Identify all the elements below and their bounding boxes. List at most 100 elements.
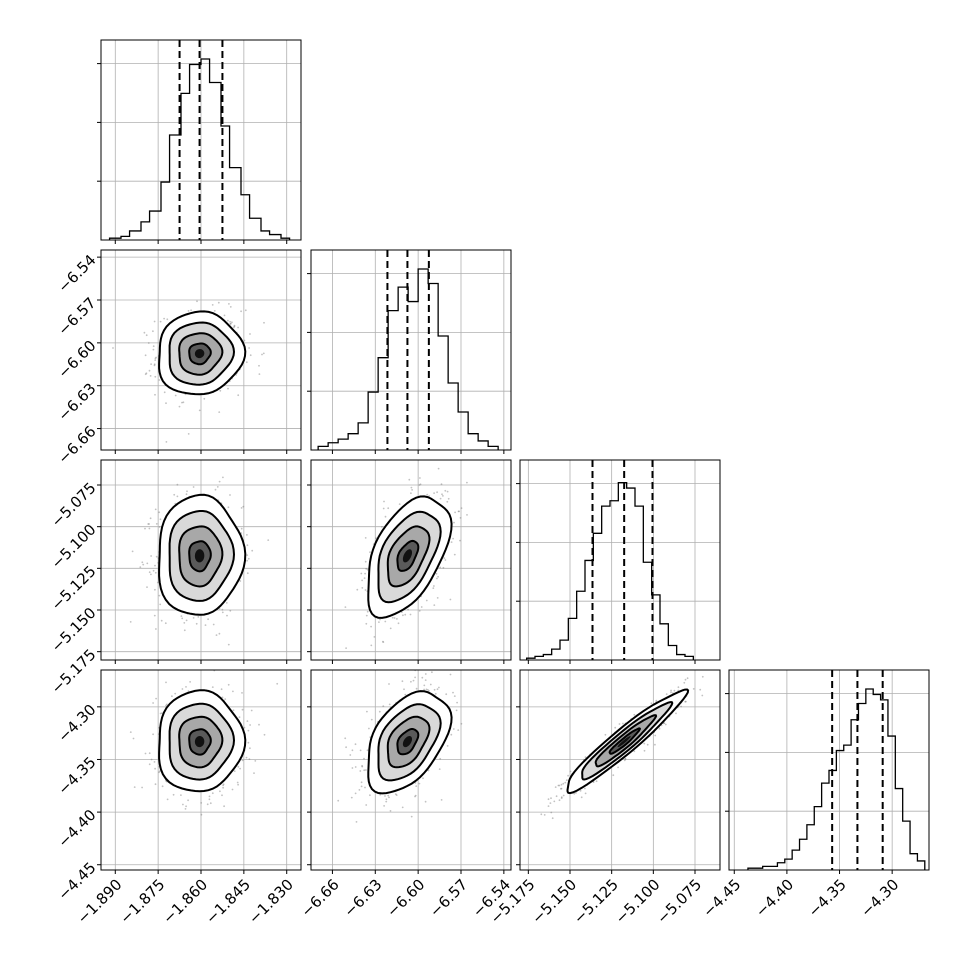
- scatter-point: [684, 700, 687, 703]
- scatter-point: [431, 671, 433, 674]
- scatter-point: [165, 402, 167, 405]
- scatter-point: [411, 489, 413, 491]
- density-panel-2-1: [307, 459, 512, 664]
- scatter-point: [216, 486, 219, 488]
- scatter-point: [684, 678, 687, 681]
- scatter-point: [440, 483, 443, 486]
- scatter-point: [146, 586, 148, 588]
- scatter-point: [222, 783, 225, 786]
- panel-frame: [519, 669, 721, 871]
- scatter-point: [364, 786, 366, 789]
- scatter-point: [218, 632, 221, 635]
- scatter-point: [249, 724, 252, 726]
- scatter-point: [158, 526, 161, 528]
- scatter-point: [418, 782, 421, 785]
- contour-line-2: [168, 510, 236, 602]
- scatter-point: [550, 811, 553, 814]
- scatter-point: [567, 774, 569, 777]
- scatter-point: [654, 743, 656, 746]
- scatter-point: [227, 387, 229, 390]
- scatter-point: [218, 411, 221, 413]
- scatter-point: [200, 802, 203, 804]
- scatter-point: [229, 306, 232, 308]
- contour-line-1: [386, 525, 431, 588]
- scatter-point: [378, 710, 381, 713]
- scatter-point: [382, 641, 385, 643]
- scatter-point: [434, 692, 437, 695]
- scatter-point: [425, 688, 428, 691]
- scatter-point: [239, 580, 242, 582]
- scatter-point: [360, 785, 363, 788]
- scatter-point: [217, 301, 220, 304]
- y-tick-label: −5.125: [48, 562, 100, 614]
- scatter-point: [633, 713, 636, 716]
- scatter-point: [246, 720, 249, 722]
- scatter-point: [242, 505, 245, 508]
- panel-frame: [310, 249, 512, 451]
- scatter-point: [419, 483, 422, 486]
- scatter-point: [433, 604, 436, 606]
- scatter-point: [251, 549, 254, 552]
- scatter-point: [438, 686, 440, 689]
- scatter-point: [361, 587, 364, 589]
- scatter-point: [218, 480, 221, 483]
- scatter-point: [219, 389, 222, 392]
- scatter-point: [149, 375, 152, 377]
- scatter-point: [174, 394, 177, 397]
- scatter-point: [385, 798, 388, 801]
- x-tick-label: −1.845: [202, 876, 254, 928]
- scatter-point: [435, 572, 438, 575]
- scatter-point: [231, 321, 233, 324]
- scatter-point: [388, 703, 391, 706]
- scatter-point: [592, 781, 595, 783]
- contour-line-1: [594, 714, 658, 768]
- scatter-point: [554, 786, 557, 788]
- scatter-point: [379, 618, 381, 621]
- y-tick-label: −4.30: [54, 701, 99, 746]
- scatter-point: [423, 688, 425, 691]
- scatter-point: [675, 712, 677, 715]
- scatter-point: [565, 779, 568, 782]
- scatter-point: [580, 796, 583, 799]
- scatter-point: [220, 688, 223, 691]
- scatter-point: [258, 723, 260, 726]
- scatter-point: [550, 797, 552, 800]
- scatter-point: [442, 495, 444, 497]
- scatter-point: [227, 319, 229, 322]
- scatter-point: [715, 665, 717, 667]
- scatter-point: [152, 569, 155, 572]
- y-tick-label: −6.54: [54, 251, 99, 296]
- scatter-point: [221, 794, 223, 797]
- scatter-point: [394, 793, 397, 796]
- scatter-point: [246, 559, 249, 562]
- scatter-point: [436, 577, 438, 580]
- scatter-point: [187, 799, 190, 802]
- scatter-point: [214, 488, 217, 491]
- scatter-point: [382, 507, 385, 510]
- scatter-point: [558, 784, 561, 787]
- scatter-point: [262, 352, 265, 355]
- scatter-point: [395, 794, 398, 796]
- scatter-point: [261, 353, 263, 356]
- scatter-point: [225, 602, 228, 604]
- scatter-point: [154, 375, 157, 378]
- scatter-point: [172, 793, 175, 796]
- scatter-point: [212, 623, 215, 626]
- scatter-point: [584, 787, 586, 790]
- scatter-point: [423, 684, 426, 687]
- scatter-point: [250, 709, 253, 712]
- scatter-point: [436, 597, 439, 599]
- density-content: [344, 467, 468, 649]
- scatter-point: [192, 617, 195, 619]
- scatter-point: [428, 690, 430, 692]
- scatter-point: [614, 726, 617, 729]
- scatter-point: [420, 606, 423, 608]
- scatter-point: [129, 621, 132, 623]
- scatter-point: [551, 817, 554, 820]
- scatter-point: [560, 796, 563, 799]
- panel-frame: [728, 669, 930, 871]
- scatter-point: [206, 803, 209, 806]
- scatter-point: [354, 766, 357, 768]
- scatter-point: [153, 761, 156, 763]
- x-tick-label: −1.830: [245, 876, 297, 928]
